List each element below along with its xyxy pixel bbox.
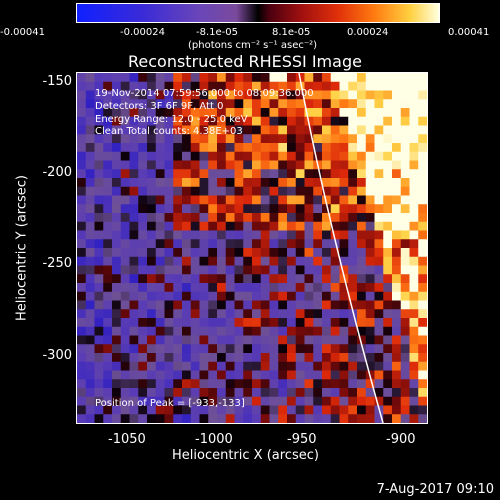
y-tick-label: -150	[42, 74, 72, 89]
colorbar-tick: 0.00041	[448, 27, 490, 38]
y-tick-label: -200	[42, 165, 72, 180]
x-axis-title: Heliocentric X (arcsec)	[172, 448, 319, 463]
x-tick-label: -1000	[195, 432, 233, 447]
solar-limb-line	[298, 73, 384, 423]
x-tick-label: -900	[386, 432, 416, 447]
x-tick-label: -950	[287, 432, 317, 447]
colorbar-tick: 8.1e-05	[272, 27, 311, 38]
colorbar-tick: -0.00041	[0, 27, 45, 38]
image-frame	[76, 72, 428, 424]
info-total-counts: Clean Total counts: 4.38E+03	[95, 126, 243, 137]
peak-position: Position of Peak = [-933,-133]	[95, 398, 245, 409]
info-detectors: Detectors: 3F 6F 9F, Att 0	[95, 101, 224, 112]
info-energy-range: Energy Range: 12.0 - 25.0 keV	[95, 114, 248, 125]
colorbar	[76, 3, 440, 23]
timestamp: 7-Aug-2017 09:10	[376, 482, 494, 497]
info-time-range: 19-Nov-2014 07:59:56.000 to 08:09:36.000	[95, 88, 314, 99]
y-tick-label: -250	[42, 256, 72, 271]
colorbar-units: (photons cm⁻² s⁻¹ asec⁻²)	[188, 40, 318, 51]
y-tick-label: -300	[42, 348, 72, 363]
rhessi-image	[77, 73, 427, 423]
x-tick-label: -1050	[108, 432, 146, 447]
colorbar-tick: 0.00024	[347, 27, 389, 38]
colorbar-tick: -8.1e-05	[196, 27, 238, 38]
colorbar-tick: -0.00024	[120, 27, 165, 38]
y-axis-title: Heliocentric Y (arcsec)	[14, 175, 30, 321]
plot-title: Reconstructed RHESSI Image	[128, 52, 362, 71]
